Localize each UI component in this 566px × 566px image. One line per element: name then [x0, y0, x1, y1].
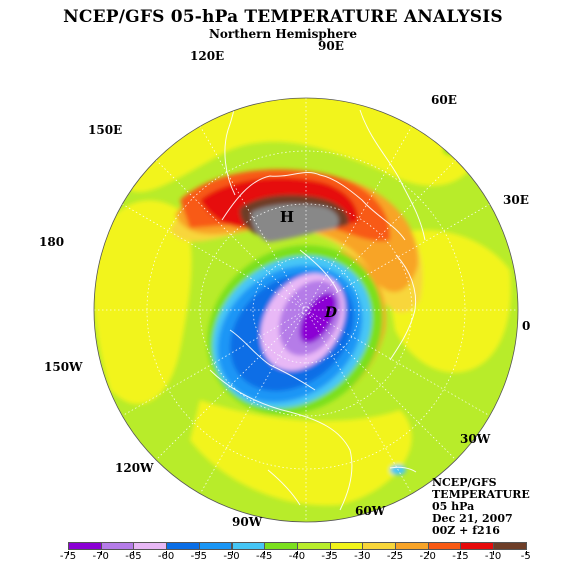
- colorbar-swatch: [100, 542, 135, 550]
- colorbar-swatch: [296, 542, 331, 550]
- colorbar-swatch: [395, 542, 429, 550]
- colorbar-tick-label: -70: [92, 551, 109, 562]
- colorbar-tick-label: -45: [256, 551, 273, 562]
- map-border: [93, 97, 519, 523]
- colorbar-swatch: [427, 542, 462, 550]
- lon-label-90e: 90E: [318, 39, 344, 53]
- vortex-cold-core: [299, 292, 337, 344]
- colorbar-swatch: [362, 542, 396, 550]
- colorbar-swatch: [68, 542, 102, 550]
- colorbar-swatch: [460, 542, 495, 550]
- lon-label-150e: 150E: [88, 123, 123, 137]
- colorbar-tick: [296, 551, 298, 555]
- temperature-field: [94, 98, 518, 522]
- run-info-block: NCEP/GFS TEMPERATURE 05 hPa Dec 21, 2007…: [432, 477, 530, 537]
- colorbar-tick: [198, 551, 200, 555]
- colorbar-tick: [460, 551, 462, 555]
- gray-high-center: [251, 204, 339, 242]
- colorbar-tick: [166, 551, 168, 555]
- colorbar-legend: -75 -70 -65 -60 -55 -50 -45 -40 -35 -30 -25 -20 -15 -…: [60, 540, 531, 566]
- colorbar-tick: [427, 551, 429, 555]
- warm-band-south: [190, 400, 412, 506]
- colorbar-swatch: [493, 542, 527, 550]
- colorbar-tick-label: -75: [59, 551, 77, 562]
- colorbar-tick-label: -55: [190, 551, 207, 562]
- colorbar-tick-label: -65: [125, 551, 142, 562]
- info-date: Dec 21, 2007: [432, 512, 513, 525]
- colorbar-tick: [133, 551, 135, 555]
- coastlines: [209, 98, 426, 511]
- orange-patch-northwest: [136, 133, 164, 147]
- graticule-grid: [94, 98, 518, 522]
- low-pressure-marker: D: [324, 305, 338, 321]
- lon-label-120e: 120E: [190, 49, 225, 63]
- colorbar-tick-label: -10: [484, 551, 502, 562]
- colorbar-tick-label: -20: [419, 551, 436, 562]
- info-forecast-hour: 00Z + f216: [432, 524, 500, 537]
- colorbar-swatch: [231, 542, 266, 550]
- lon-label-30e: 30E: [503, 193, 529, 207]
- colorbar-tick: [100, 551, 102, 555]
- colorbar-tick-label: -25: [386, 551, 404, 562]
- info-variable: TEMPERATURE: [432, 488, 530, 501]
- map-title: NCEP/GFS 05-hPa TEMPERATURE ANALYSIS: [63, 7, 503, 27]
- colorbar-tick: [362, 551, 364, 555]
- lon-label-120w: 120W: [115, 461, 154, 475]
- colorbar-tick: [395, 551, 396, 555]
- info-model: NCEP/GFS: [432, 476, 497, 489]
- warm-band-west: [94, 200, 192, 405]
- info-level: 05 hPa: [432, 500, 475, 513]
- lon-label-60w: 60W: [355, 504, 386, 518]
- lon-label-0: 0: [522, 319, 531, 333]
- colorbar-tick: [525, 551, 527, 555]
- map-subtitle: Northern Hemisphere: [208, 27, 358, 41]
- colorbar-swatch: [166, 542, 200, 550]
- lon-label-60e: 60E: [431, 93, 457, 107]
- colorbar-swatch: [329, 542, 364, 550]
- lon-label-150w: 150W: [44, 360, 83, 374]
- colorbar-tick-label: -5: [520, 551, 531, 562]
- colorbar-swatch: [133, 542, 168, 550]
- green-patch-northeast: [443, 144, 467, 156]
- colorbar-tick: [493, 551, 495, 555]
- colorbar-tick-label: -35: [321, 551, 338, 562]
- colorbar-swatch: [264, 542, 298, 550]
- lon-label-180: 180: [39, 235, 65, 249]
- colorbar-tick-label: -40: [288, 551, 306, 562]
- colorbar-tick: [329, 551, 331, 555]
- colorbar-tick-label: -15: [452, 551, 469, 562]
- colorbar-tick-label: -50: [223, 551, 240, 562]
- colorbar-tick-label: -30: [354, 551, 371, 562]
- lon-label-30w: 30W: [460, 432, 491, 446]
- colorbar-swatch: [198, 542, 233, 550]
- colorbar-tick: [264, 551, 266, 555]
- high-pressure-marker: H: [280, 208, 294, 226]
- lon-label-90w: 90W: [232, 515, 263, 529]
- colorbar-tick: [231, 551, 233, 555]
- colorbar-tick-label: -60: [157, 551, 175, 562]
- colorbar-tick: [68, 551, 69, 555]
